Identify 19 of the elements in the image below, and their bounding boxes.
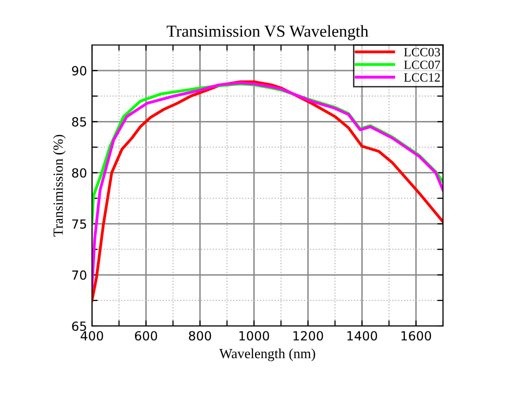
- legend-label: LCC12: [404, 73, 440, 82]
- x-tick-label: 1400: [347, 331, 378, 341]
- x-tick-label: 400: [80, 331, 104, 341]
- legend-label: LCC07: [404, 60, 440, 70]
- x-tick-label: 1600: [401, 331, 432, 341]
- y-tick-label: 85: [72, 117, 86, 127]
- y-tick-label: 70: [72, 270, 86, 280]
- y-tick-label: 65: [72, 321, 86, 331]
- legend-label: LCC03: [404, 48, 440, 56]
- chart-title: Transimission VS Wavelength: [166, 25, 368, 40]
- x-tick-label: 600: [134, 331, 158, 341]
- x-axis-title: Wavelength (nm): [219, 348, 316, 362]
- y-tick-label: 75: [72, 219, 86, 229]
- x-tick-label: 1200: [293, 331, 324, 341]
- x-tick-label: 800: [188, 331, 212, 341]
- y-tick-label: 80: [72, 168, 86, 178]
- y-axis-title: Transimission (%): [53, 134, 66, 236]
- x-tick-label: 1000: [239, 331, 270, 341]
- y-tick-label: 90: [72, 66, 86, 76]
